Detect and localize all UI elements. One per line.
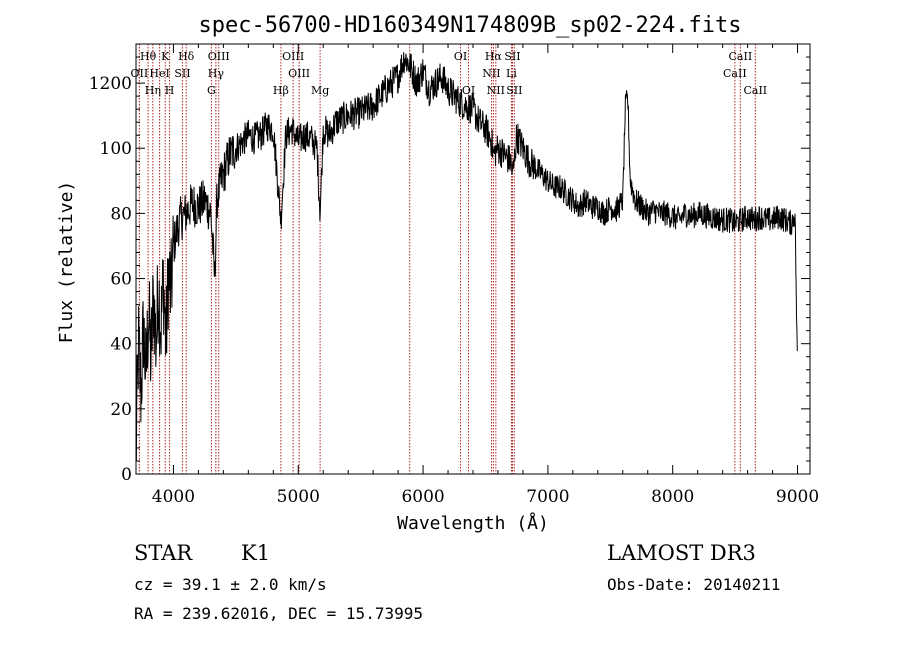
x-tick-label: 4000 <box>152 487 195 507</box>
y-axis-label: Flux (relative) <box>56 181 77 344</box>
x-tick-label: 7000 <box>526 487 569 507</box>
spectral-line-label: H <box>165 84 175 97</box>
y-tick-label: 1200 <box>89 74 132 94</box>
spectral-line-label: CaII <box>743 84 767 97</box>
x-tick-label: 5000 <box>277 487 320 507</box>
spectral-line-label: NII <box>487 84 505 97</box>
y-tick-label: 20 <box>110 400 132 420</box>
spectral-line-label: Hη <box>145 84 161 97</box>
spectral-line-label: NII <box>482 67 500 80</box>
plot-frame <box>135 43 811 475</box>
spectral-line-label: Hγ <box>208 67 225 80</box>
spectral-line-label: G <box>207 84 216 97</box>
spectral-line-label: HeI <box>149 67 169 80</box>
spectral-line-label: OIII <box>282 50 304 63</box>
object-subclass: K1 <box>241 541 270 565</box>
spectrum-line <box>135 52 798 462</box>
coordinates: RA = 239.62016, DEC = 15.73995 <box>134 604 423 623</box>
survey-name: LAMOST DR3 <box>607 541 756 565</box>
x-tick-label: 8000 <box>651 487 694 507</box>
chart-title: spec-56700-HD160349N174809B_sp02-224.fit… <box>198 13 741 38</box>
x-tick-label: 9000 <box>776 487 819 507</box>
spectral-line-label: CaII <box>729 50 753 63</box>
x-tick-label: 6000 <box>401 487 444 507</box>
spectral-line-label: OII <box>131 67 149 80</box>
spectral-line-label: Hθ <box>140 50 157 63</box>
obs-date: Obs-Date: 20140211 <box>607 575 780 594</box>
y-tick-label: 80 <box>110 204 132 224</box>
spectral-line-label: Mg <box>311 84 329 97</box>
spectral-line-label: Hδ <box>178 50 195 63</box>
spectrum-series <box>135 52 798 462</box>
spectral-line-label: Hβ <box>273 84 289 97</box>
spectral-line-label: OI <box>454 50 467 63</box>
y-tick-label: 40 <box>110 335 132 355</box>
spectral-line-label: Li <box>506 67 517 80</box>
spectral-line-label: SII <box>504 50 520 63</box>
spectral-line-label: OIII <box>208 50 230 63</box>
y-tick-label: 0 <box>121 465 132 485</box>
spectral-line-label: CaII <box>723 67 747 80</box>
spectral-line-label: K <box>161 50 170 63</box>
redshift-readout: cz = 39.1 ± 2.0 km/s <box>134 575 327 594</box>
spectral-line-label: SII <box>174 67 190 80</box>
axes: 4000 5000 6000 7000 8000 9000 0 20 40 60 80 100 1200 <box>89 44 819 507</box>
spectral-line-label: Hα <box>485 50 503 63</box>
y-tick-label: 100 <box>100 139 132 159</box>
spectral-line-label: SII <box>506 84 522 97</box>
object-class: STAR <box>134 541 193 565</box>
y-tick-label: 60 <box>110 270 132 290</box>
spectral-line-label: OIII <box>288 67 310 80</box>
x-axis-label: Wavelength (Å) <box>397 512 549 534</box>
spectral-line-markers <box>138 44 756 474</box>
